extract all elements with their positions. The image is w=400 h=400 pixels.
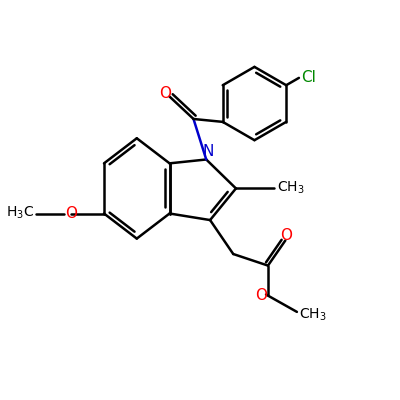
Text: O: O bbox=[280, 228, 292, 243]
Text: N: N bbox=[202, 144, 214, 159]
Text: Cl: Cl bbox=[301, 70, 316, 85]
Text: O: O bbox=[65, 206, 77, 221]
Text: O: O bbox=[255, 288, 267, 303]
Text: CH$_3$: CH$_3$ bbox=[299, 307, 326, 323]
Text: CH$_3$: CH$_3$ bbox=[277, 180, 304, 196]
Text: O: O bbox=[159, 86, 171, 101]
Text: H$_3$C: H$_3$C bbox=[6, 204, 34, 221]
